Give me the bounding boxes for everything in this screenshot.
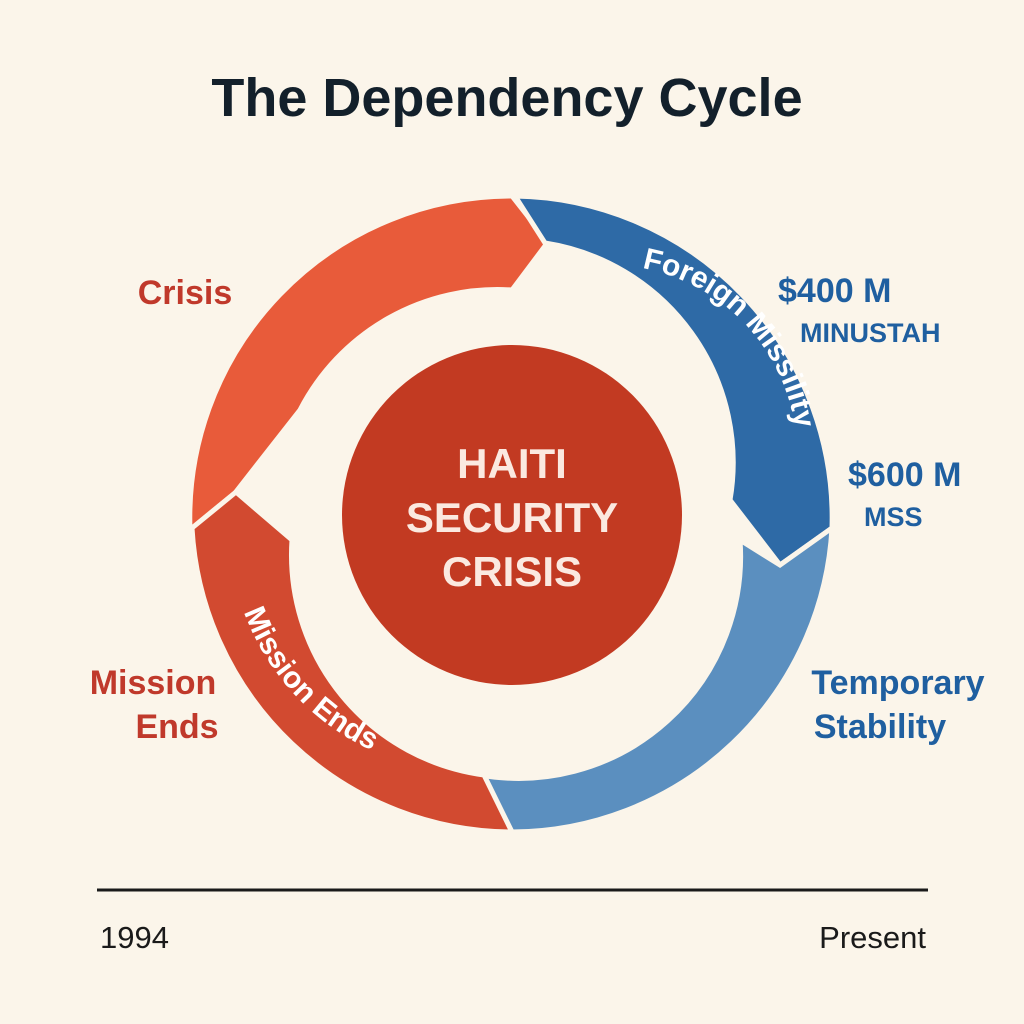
temporary-stability-line2: Stability [814,708,946,746]
mission-ends-label-line1: Mission [90,664,217,702]
mss-label: MSS [864,502,923,532]
minustah-label: MINUSTAH [800,318,940,348]
crisis-label: Crisis [138,274,233,312]
crisis-arrow-segment [187,193,552,536]
center-line-2: SECURITY [406,494,618,541]
temporary-stability-line1: Temporary [811,664,984,702]
timeline-end-label: Present [819,920,926,955]
center-circle [342,345,682,685]
timeline-start-label: 1994 [100,920,169,955]
amount-mss: $600 M [848,456,961,494]
center-line-1: HAITI [457,440,567,487]
mission-ends-arrow-segment [189,488,517,835]
diagram-title: The Dependency Cycle [211,68,802,128]
amount-minustah: $400 M [778,272,891,310]
mission-ends-label-line2: Ends [135,708,218,746]
foreign-mission-arrow-segment [510,193,835,569]
cycle-ring [187,193,835,835]
center-line-3: CRISIS [442,548,582,595]
